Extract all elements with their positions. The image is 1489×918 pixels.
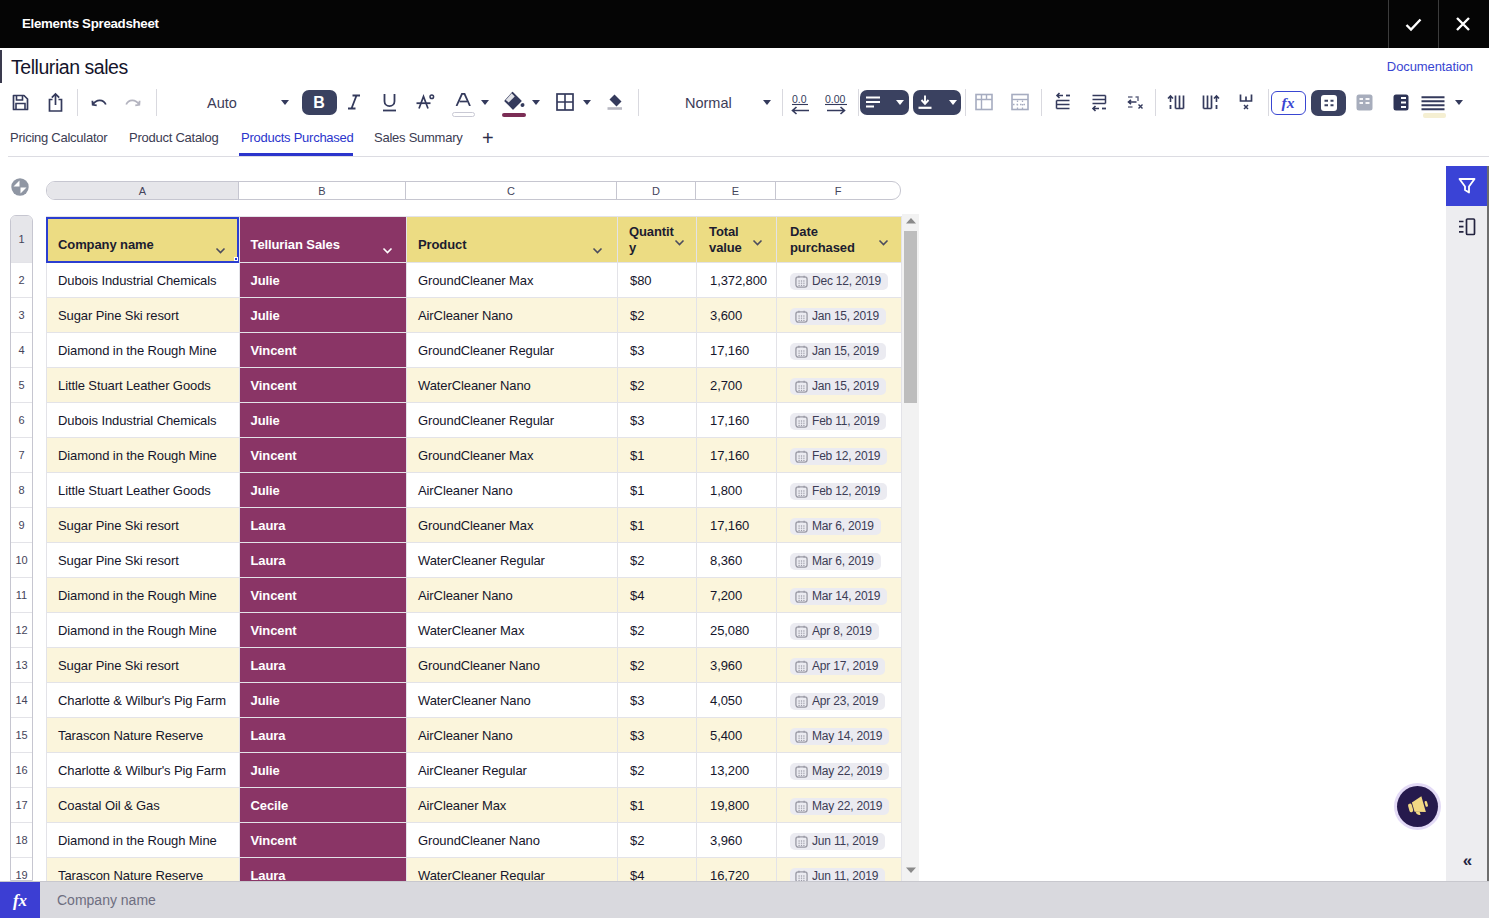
svg-text:0.0: 0.0	[792, 93, 807, 105]
svg-text:0.00: 0.00	[825, 93, 846, 105]
